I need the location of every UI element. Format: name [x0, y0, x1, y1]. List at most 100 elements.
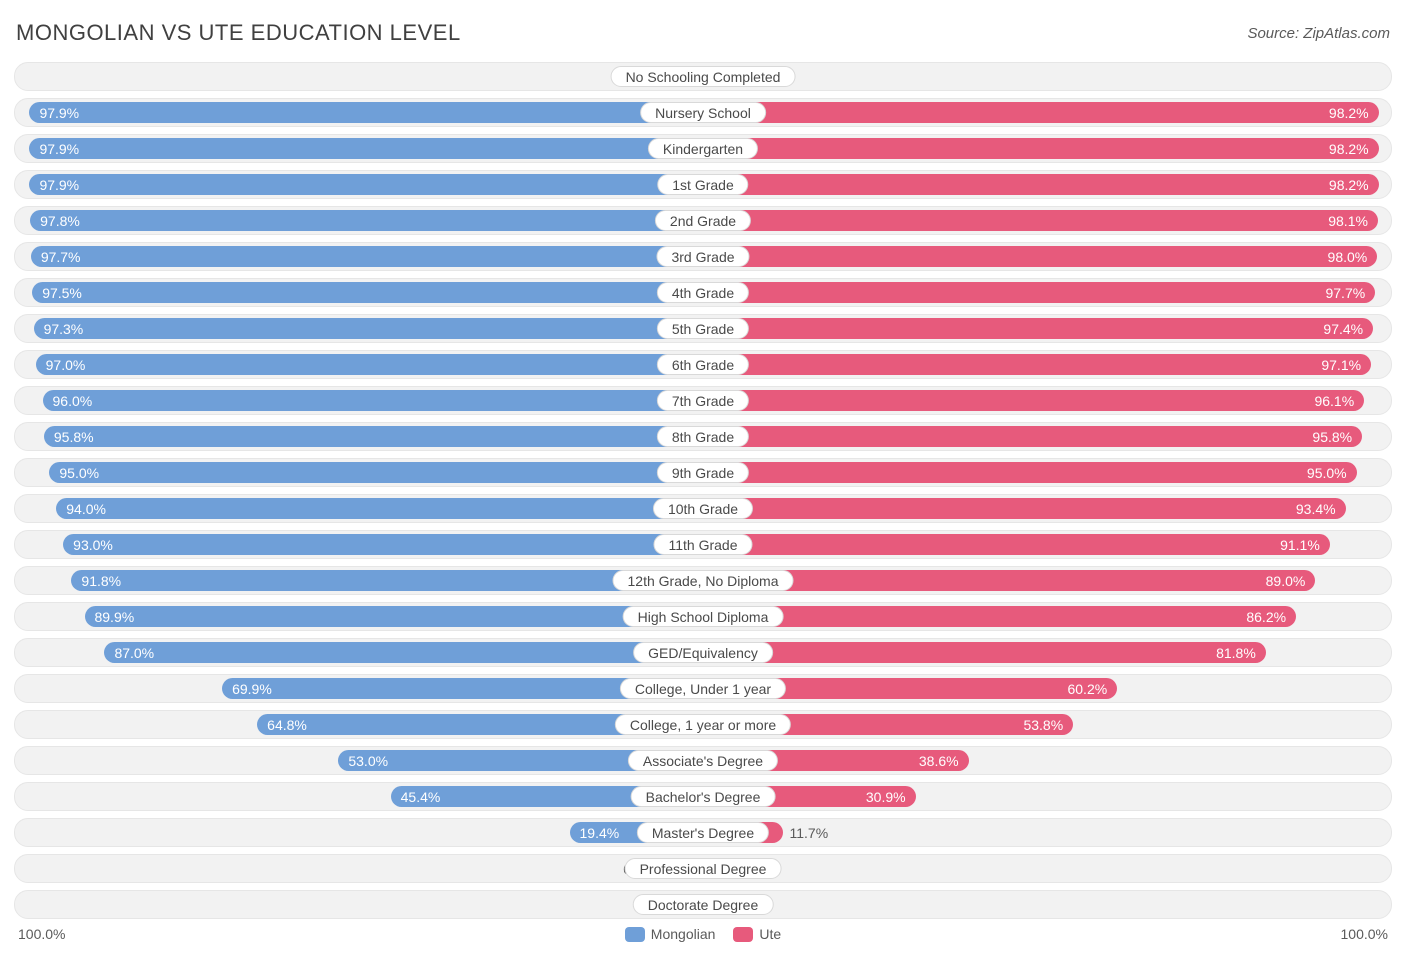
value-left: 97.5%: [42, 279, 82, 306]
value-left: 96.0%: [53, 387, 93, 414]
value-left: 97.7%: [41, 243, 81, 270]
category-label: 1st Grade: [657, 174, 748, 195]
legend: Mongolian Ute: [625, 926, 781, 942]
axis-right-label: 100.0%: [1341, 926, 1388, 942]
value-right: 86.2%: [1246, 603, 1286, 630]
legend-label-right: Ute: [759, 926, 781, 942]
chart-row: 97.3%97.4%5th Grade: [14, 314, 1392, 343]
chart-row: 97.0% 97.1% 6th Grade: [14, 350, 1392, 379]
value-left: 97.9%: [39, 135, 79, 162]
value-right: 98.1%: [1328, 207, 1368, 234]
bar-right: [703, 174, 1379, 195]
axis-left-label: 100.0%: [18, 926, 65, 942]
value-left: 19.4%: [580, 819, 620, 846]
chart-row: 2.1%2.3%No Schooling Completed: [14, 62, 1392, 91]
chart-source: Source: ZipAtlas.com: [1247, 25, 1390, 42]
bar-right: [703, 570, 1315, 591]
category-label: High School Diploma: [623, 606, 784, 627]
chart-row: 97.5%97.7%4th Grade: [14, 278, 1392, 307]
category-label: GED/Equivalency: [633, 642, 773, 663]
chart-row: 19.4%11.7%Master's Degree: [14, 818, 1392, 847]
chart-row: 94.0%93.4%10th Grade: [14, 494, 1392, 523]
category-label: Nursery School: [640, 102, 766, 123]
bar-right: [703, 102, 1379, 123]
legend-item-left: Mongolian: [625, 926, 716, 942]
bar-left: [30, 210, 703, 231]
value-right: 93.4%: [1296, 495, 1336, 522]
value-left: 97.0%: [46, 351, 86, 378]
bar-right: [703, 318, 1373, 339]
value-right: 38.6%: [919, 747, 959, 774]
value-right: 98.2%: [1329, 135, 1369, 162]
value-right: 81.8%: [1216, 639, 1256, 666]
value-left: 97.9%: [39, 171, 79, 198]
chart-title: MONGOLIAN VS UTE EDUCATION LEVEL: [16, 20, 461, 46]
value-right: 98.2%: [1329, 171, 1369, 198]
bar-right: [703, 390, 1364, 411]
category-label: 11th Grade: [653, 534, 752, 555]
value-right: 95.8%: [1312, 423, 1352, 450]
chart-row: 91.8%89.0%12th Grade, No Diploma: [14, 566, 1392, 595]
value-left: 45.4%: [401, 783, 441, 810]
value-right: 97.7%: [1325, 279, 1365, 306]
chart-row: 97.7%98.0%3rd Grade: [14, 242, 1392, 271]
value-left: 97.9%: [39, 99, 79, 126]
category-label: Bachelor's Degree: [631, 786, 776, 807]
bar-left: [31, 246, 703, 267]
value-right: 91.1%: [1280, 531, 1320, 558]
category-label: 6th Grade: [657, 354, 749, 375]
category-label: College, Under 1 year: [620, 678, 786, 699]
value-left: 64.8%: [267, 711, 307, 738]
value-left: 93.0%: [73, 531, 113, 558]
value-left: 87.0%: [114, 639, 154, 666]
bar-left: [29, 138, 703, 159]
value-left: 89.9%: [94, 603, 134, 630]
bar-right: [703, 462, 1357, 483]
value-right: 60.2%: [1067, 675, 1107, 702]
chart-row: 53.0% 38.6% Associate's Degree: [14, 746, 1392, 775]
value-right: 11.7%: [789, 819, 828, 846]
value-left: 95.0%: [59, 459, 99, 486]
legend-item-right: Ute: [733, 926, 781, 942]
chart-row: 96.0%96.1%7th Grade: [14, 386, 1392, 415]
value-left: 97.3%: [44, 315, 84, 342]
value-right: 30.9%: [866, 783, 906, 810]
chart-row: 93.0% 91.1% 11th Grade: [14, 530, 1392, 559]
bar-right: [703, 534, 1330, 555]
legend-swatch-right: [733, 927, 753, 942]
value-right: 89.0%: [1266, 567, 1306, 594]
diverging-bar-chart: 2.1%2.3%No Schooling Completed97.9%98.2%…: [14, 62, 1392, 919]
bar-left: [29, 102, 703, 123]
chart-row: 69.9% 60.2% College, Under 1 year: [14, 674, 1392, 703]
bar-right: [703, 246, 1377, 267]
value-left: 97.8%: [40, 207, 80, 234]
bar-right: [703, 606, 1296, 627]
value-left: 53.0%: [348, 747, 388, 774]
bar-left: [43, 390, 703, 411]
category-label: No Schooling Completed: [611, 66, 796, 87]
bar-left: [29, 174, 703, 195]
bar-left: [104, 642, 703, 663]
value-left: 69.9%: [232, 675, 272, 702]
bar-left: [44, 426, 703, 447]
bar-right: [703, 210, 1378, 231]
bar-right: [703, 426, 1362, 447]
value-right: 97.1%: [1321, 351, 1361, 378]
chart-row: 97.9% 98.2% 1st Grade: [14, 170, 1392, 199]
bar-right: [703, 498, 1346, 519]
chart-row: 2.8%2.0%Doctorate Degree: [14, 890, 1392, 919]
category-label: Associate's Degree: [628, 750, 778, 771]
bar-right: [703, 642, 1266, 663]
bar-left: [71, 570, 703, 591]
category-label: 2nd Grade: [655, 210, 751, 231]
chart-row: 97.9%98.2%Nursery School: [14, 98, 1392, 127]
value-left: 94.0%: [66, 495, 106, 522]
chart-row: 64.8%53.8%College, 1 year or more: [14, 710, 1392, 739]
bar-right: [703, 354, 1371, 375]
category-label: 5th Grade: [657, 318, 749, 339]
category-label: Professional Degree: [625, 858, 782, 879]
chart-row: 95.0%95.0%9th Grade: [14, 458, 1392, 487]
chart-row: 97.9%98.2%Kindergarten: [14, 134, 1392, 163]
value-right: 96.1%: [1314, 387, 1354, 414]
category-label: College, 1 year or more: [615, 714, 791, 735]
